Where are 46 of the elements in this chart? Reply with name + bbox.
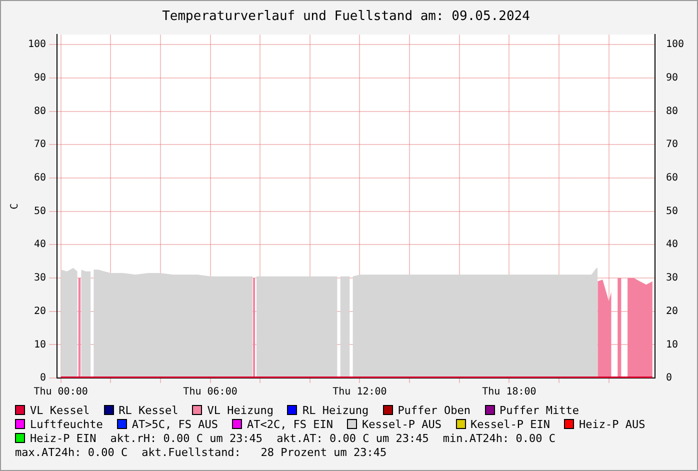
legend-label: Heiz-P EIN [29,432,96,446]
legend-label: Kessel-P EIN [470,418,550,432]
legend-label: VL Kessel [29,404,90,418]
y2-tick-label: 30 [666,272,678,284]
y-tick-label: 40 [34,239,46,250]
legend-label: Puffer Mitte [498,404,580,418]
legend-label: RL Heizung [301,404,369,418]
y-tick-label: 80 [34,106,46,117]
legend-label: Luftfeuchte [29,418,103,432]
y-tick-label: 30 [34,272,46,284]
x-tick-label: Thu 12:00 [332,386,387,398]
chart-title: Temperaturverlauf und Fuellstand am: 09.05.2024 [162,9,530,24]
text: akt.AT: 0.00 C um 23:45 [276,432,429,446]
legend-label: AT>5C, FS AUS [130,418,218,432]
y-tick-label: 70 [34,139,46,150]
x-tick-label: Thu 06:00 [183,386,238,398]
text: akt.rH: 0.00 C um 23:45 [110,432,263,446]
y-axis-title: C [10,203,21,210]
y2-tick-label: 100 [666,39,684,50]
y-tick-label: 50 [34,206,46,217]
legend-label: Heiz-P AUS [578,418,646,432]
y2-tick-label: 20 [666,306,678,317]
legend-label: RL Kessel [118,404,178,418]
legend-label: Kessel-P AUS [361,418,442,432]
y2-tick-label: 40 [666,239,678,250]
y-tick-label: 60 [34,172,46,184]
legend-label: Puffer Oben [396,404,471,418]
y-tick-label: 100 [28,39,46,50]
text: max.AT24h: 0.00 C [15,446,128,460]
text: akt.Fuellstand: 28 Prozent um 23:45 [142,446,387,460]
y2-tick-label: 0 [666,372,672,384]
x-tick-label: Thu 00:00 [34,386,88,398]
legend-label: VL Heizung [206,404,274,418]
y-tick-label: 20 [34,306,46,317]
y2-tick-label: 80 [666,106,678,117]
y-tick-label: 0 [40,372,46,384]
legend-label: AT<2C, FS EIN [246,418,334,432]
x-tick-label: Thu 18:00 [482,386,536,398]
y-tick-label: 90 [34,72,46,84]
y2-tick-label: 90 [666,72,678,84]
y-tick-label: 10 [34,339,46,350]
y2-tick-label: 60 [666,172,678,184]
y2-tick-label: 70 [666,139,678,150]
text: min.AT24h: 0.00 C [442,432,556,446]
y2-tick-label: 50 [666,206,678,217]
y2-tick-label: 10 [666,339,678,350]
